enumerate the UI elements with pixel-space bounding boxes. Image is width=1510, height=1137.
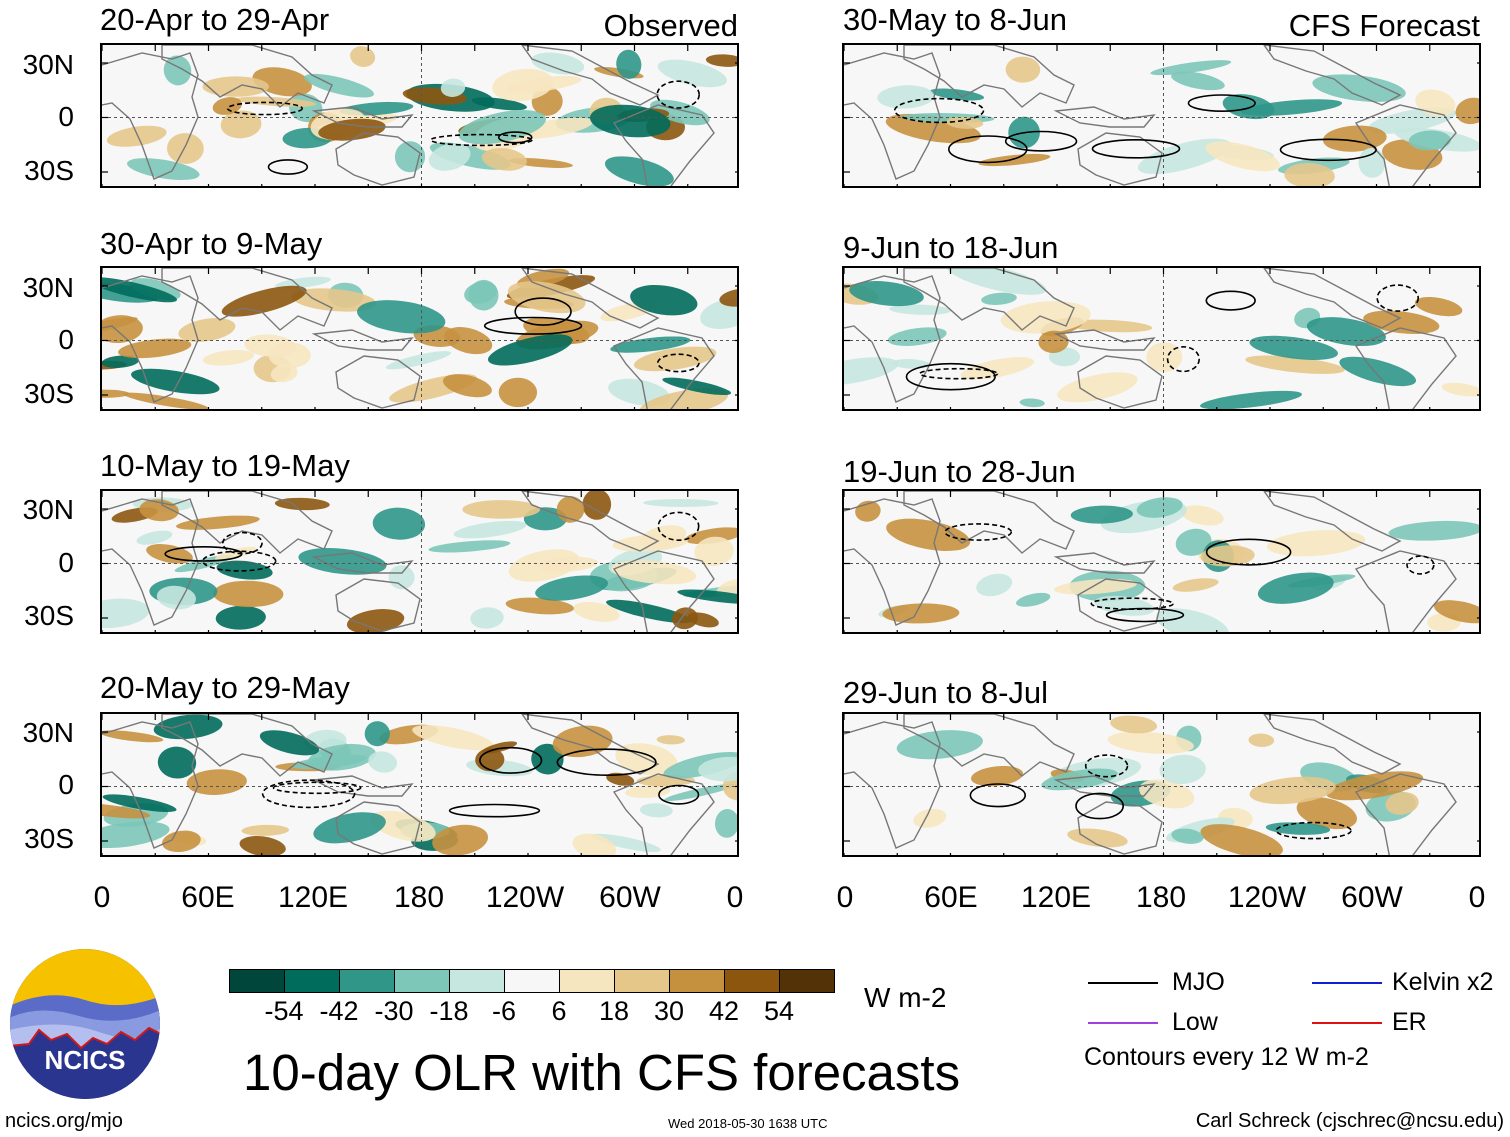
- lon-label: 120W: [1227, 881, 1307, 914]
- panel-title-fc4: 29-Jun to 8-Jul: [843, 675, 1049, 710]
- panel-title-fc1: 30-May to 8-Jun: [843, 2, 1067, 37]
- colorbar-swatch: [229, 969, 285, 993]
- map-panel-obs2: [100, 266, 739, 411]
- panel-title-obs4: 20-May to 29-May: [100, 670, 350, 705]
- lat-label-30n: 30N: [22, 494, 74, 525]
- map-panel-fc2: [842, 266, 1481, 411]
- legend-label-er: ER: [1392, 1008, 1427, 1036]
- panel-title-fc3: 19-Jun to 28-Jun: [843, 454, 1076, 489]
- lon-label: 180: [1135, 881, 1187, 914]
- lon-label: 0: [93, 881, 111, 914]
- olr-map: [102, 491, 737, 632]
- lon-label: 120E: [1020, 881, 1092, 914]
- panel-title-fc2: 9-Jun to 18-Jun: [843, 230, 1059, 265]
- colorbar-swatch: [284, 969, 340, 993]
- lat-label-0: 0: [58, 769, 74, 800]
- colorbar-tick-label: 18: [598, 996, 630, 1026]
- logo-text: NCICS: [45, 1045, 126, 1075]
- colorbar-swatch: [669, 969, 725, 993]
- lat-label-30s: 30S: [24, 823, 74, 854]
- colorbar-tick-label: 30: [653, 996, 685, 1026]
- colorbar-tick-label: 54: [763, 996, 795, 1026]
- olr-map: [844, 45, 1479, 186]
- lat-label-0: 0: [58, 101, 74, 132]
- olr-map: [102, 268, 737, 409]
- colorbar-swatch: [779, 969, 835, 993]
- legend-line-er: [1312, 1022, 1382, 1024]
- colorbar-swatch: [614, 969, 670, 993]
- legend-line-mjo: [1088, 982, 1158, 984]
- map-panel-fc3: [842, 489, 1481, 634]
- olr-map: [102, 45, 737, 186]
- colorbar-tick-label: -54: [264, 996, 304, 1026]
- legend-label-kelvin: Kelvin x2: [1392, 968, 1494, 996]
- chart-title: 10-day OLR with CFS forecasts: [243, 1044, 961, 1101]
- colorbar-swatch: [339, 969, 395, 993]
- colorbar-swatch: [449, 969, 505, 993]
- colorbar-tick-label: -18: [429, 996, 469, 1026]
- map-panel-fc4: [842, 712, 1481, 857]
- colorbar-tick-label: -42: [319, 996, 359, 1026]
- legend-label-low: Low: [1172, 1008, 1218, 1036]
- panel-title-obs3: 10-May to 19-May: [100, 448, 350, 483]
- forecast-label: CFS Forecast: [1288, 8, 1480, 43]
- olr-map: [844, 268, 1479, 409]
- panel-title-obs2: 30-Apr to 9-May: [100, 226, 323, 261]
- colorbar-swatch: [394, 969, 450, 993]
- ncics-logo: NCICS: [10, 949, 160, 1099]
- lat-label-30n: 30N: [22, 272, 74, 303]
- contour-note: Contours every 12 W m-2: [1084, 1043, 1369, 1071]
- colorbar-tick-label: -6: [491, 996, 517, 1026]
- lon-label: 180: [393, 881, 445, 914]
- colorbar-units: W m-2: [864, 982, 947, 1013]
- colorbar-swatch: [724, 969, 780, 993]
- lat-label-0: 0: [58, 324, 74, 355]
- olr-map: [844, 714, 1479, 855]
- lon-label: 0: [726, 881, 744, 914]
- lon-label: 60E: [924, 881, 978, 914]
- lat-label-30s: 30S: [24, 155, 74, 186]
- colorbar-swatch: [559, 969, 615, 993]
- footer-date: Wed 2018-05-30 1638 UTC: [668, 1116, 828, 1131]
- map-panel-fc1: [842, 43, 1481, 188]
- lat-label-30s: 30S: [24, 600, 74, 631]
- lon-label: 120E: [277, 881, 349, 914]
- lon-label: 60W: [1341, 881, 1403, 914]
- legend-label-mjo: MJO: [1172, 968, 1225, 996]
- map-panel-obs1: [100, 43, 739, 188]
- olr-map: [102, 714, 737, 855]
- footer-url[interactable]: ncics.org/mjo: [5, 1110, 123, 1132]
- observed-label: Observed: [603, 8, 738, 43]
- lat-label-0: 0: [58, 547, 74, 578]
- colorbar-tick-label: -30: [374, 996, 414, 1026]
- colorbar-tick-label: 42: [708, 996, 740, 1026]
- footer-credit: Carl Schreck (cjschrec@ncsu.edu): [1195, 1110, 1504, 1132]
- olr-map: [844, 491, 1479, 632]
- map-panel-obs4: [100, 712, 739, 857]
- colorbar-tick-label: 6: [551, 996, 567, 1026]
- lon-label: 60E: [181, 881, 235, 914]
- lat-label-30s: 30S: [24, 378, 74, 409]
- lon-label: 60W: [599, 881, 661, 914]
- panel-title-obs1: 20-Apr to 29-Apr: [100, 2, 330, 37]
- colorbar-swatch: [504, 969, 560, 993]
- lon-label: 0: [1468, 881, 1486, 914]
- lat-label-30n: 30N: [22, 49, 74, 80]
- legend-line-kelvin: [1312, 982, 1382, 984]
- lon-label: 120W: [485, 881, 565, 914]
- map-panel-obs3: [100, 489, 739, 634]
- lat-label-30n: 30N: [22, 717, 74, 748]
- lon-label: 0: [836, 881, 854, 914]
- legend-line-low: [1088, 1022, 1158, 1024]
